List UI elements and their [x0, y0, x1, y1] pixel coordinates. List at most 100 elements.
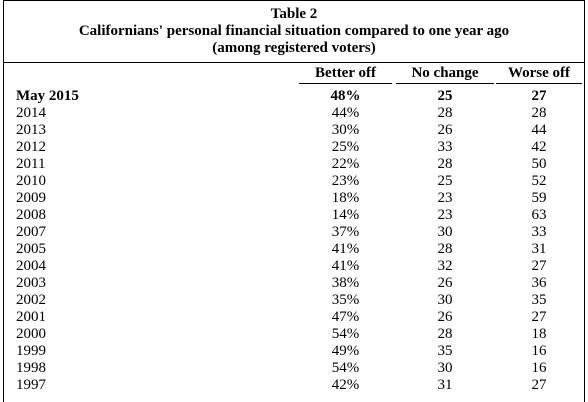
row-no-change-cell: 33	[437, 139, 453, 155]
row-year-cell: 2013	[16, 122, 46, 138]
table-row: 2010 23% 25 52	[4, 173, 584, 190]
row-better-off-cell: 25%	[331, 139, 360, 155]
row-year-cell: 2003	[16, 275, 46, 291]
row-better-off-cell: 42%	[331, 377, 360, 393]
row-worse-off-cell: 44	[531, 122, 547, 138]
row-no-change-cell: 31	[437, 377, 453, 393]
row-better-off-cell: 41%	[331, 241, 360, 257]
row-worse-off-cell: 33	[531, 224, 547, 240]
table-row: 1997 42% 31 27	[4, 377, 584, 394]
row-better-off-cell: 48%	[330, 88, 361, 104]
row-no-change-cell: 26	[437, 275, 453, 291]
row-worse-off-cell: 18	[531, 326, 547, 342]
row-no-change-cell: 30	[437, 360, 453, 376]
table-row: 2013 30% 26 44	[4, 122, 584, 139]
table-row: 2007 37% 30 33	[4, 224, 584, 241]
table-row: 1999 49% 35 16	[4, 343, 584, 360]
row-worse-off-cell: 27	[531, 309, 547, 325]
row-worse-off-cell: 16	[531, 360, 547, 376]
row-year-cell: 2001	[16, 309, 46, 325]
row-worse-off-cell: 42	[531, 139, 547, 155]
row-no-change-cell: 23	[437, 207, 453, 223]
table-row: 2011 22% 28 50	[4, 156, 584, 173]
table-title: Californians' personal financial situati…	[78, 23, 510, 39]
header-no-change: No change	[396, 63, 494, 84]
row-year-cell: 2010	[16, 173, 46, 189]
table-subtitle: (among registered voters)	[212, 40, 376, 56]
row-year-cell: 2011	[16, 156, 46, 172]
table-row: 2004 41% 32 27	[4, 258, 584, 275]
row-better-off-cell: 54%	[331, 360, 360, 376]
table-row: 2008 14% 23 63	[4, 207, 584, 224]
row-worse-off-cell: 28	[531, 105, 547, 121]
row-year-cell: 2004	[16, 258, 46, 274]
row-better-off-cell: 35%	[331, 292, 360, 308]
table-row: 2001 47% 26 27	[4, 309, 584, 326]
row-better-off-cell: 38%	[331, 275, 360, 291]
row-year-cell: 2008	[16, 207, 46, 223]
row-year-cell: 2014	[16, 105, 46, 121]
row-worse-off-cell: 27	[531, 258, 547, 274]
table-number: Table 2	[270, 6, 318, 22]
row-no-change-cell: 30	[437, 224, 453, 240]
row-worse-off-cell: 52	[531, 173, 547, 189]
header-better-off: Better off	[299, 63, 392, 84]
table-row: 2000 54% 28 18	[4, 326, 584, 343]
table-row: 2014 44% 28 28	[4, 105, 584, 122]
row-no-change-cell: 28	[437, 326, 453, 342]
row-better-off-cell: 22%	[331, 156, 360, 172]
table-row: May 2015 48% 25 27	[4, 88, 584, 105]
row-year-cell: 1998	[16, 360, 46, 376]
row-better-off-cell: 37%	[331, 224, 360, 240]
row-no-change-cell: 23	[437, 190, 453, 206]
table-header-row: Better off No change Worse off	[4, 63, 584, 84]
row-better-off-cell: 18%	[331, 190, 360, 206]
row-worse-off-cell: 36	[531, 275, 547, 291]
row-worse-off-cell: 16	[531, 343, 547, 359]
data-table: Table 2 Californians' personal financial…	[3, 0, 585, 402]
row-no-change-cell: 25	[437, 173, 453, 189]
row-better-off-cell: 47%	[331, 309, 360, 325]
row-better-off-cell: 30%	[331, 122, 360, 138]
row-no-change-cell: 26	[437, 309, 453, 325]
row-worse-off-cell: 35	[531, 292, 547, 308]
row-year-cell: 1997	[16, 377, 46, 393]
header-worse-off: Worse off	[496, 63, 582, 84]
row-better-off-cell: 49%	[331, 343, 360, 359]
row-year-cell: 2000	[16, 326, 46, 342]
row-better-off-cell: 54%	[331, 326, 360, 342]
row-better-off-cell: 44%	[331, 105, 360, 121]
row-no-change-cell: 25	[437, 88, 453, 104]
row-worse-off-cell: 50	[531, 156, 547, 172]
row-better-off-cell: 41%	[331, 258, 360, 274]
row-worse-off-cell: 63	[531, 207, 547, 223]
table-row: 2009 18% 23 59	[4, 190, 584, 207]
row-no-change-cell: 32	[437, 258, 453, 274]
row-year-cell: 1999	[16, 343, 46, 359]
row-year-cell: 2005	[16, 241, 46, 257]
table-body: May 2015 48% 25 27 2014 44% 28 28 2013 30% 26 44 201…	[4, 88, 584, 394]
table-row: 2005 41% 28 31	[4, 241, 584, 258]
table-row: 1998 54% 30 16	[4, 360, 584, 377]
table-title-block: Table 2 Californians' personal financial…	[4, 0, 584, 63]
row-no-change-cell: 28	[437, 156, 453, 172]
row-year-cell: May 2015	[16, 88, 79, 104]
row-year-cell: 2007	[16, 224, 46, 240]
row-no-change-cell: 28	[437, 105, 453, 121]
row-no-change-cell: 35	[437, 343, 453, 359]
row-worse-off-cell: 27	[531, 377, 547, 393]
row-worse-off-cell: 31	[531, 241, 547, 257]
row-worse-off-cell: 27	[531, 88, 547, 104]
table-row: 2003 38% 26 36	[4, 275, 584, 292]
row-no-change-cell: 26	[437, 122, 453, 138]
row-year-cell: 2009	[16, 190, 46, 206]
row-year-cell: 2012	[16, 139, 46, 155]
row-better-off-cell: 14%	[331, 207, 360, 223]
row-worse-off-cell: 59	[531, 190, 547, 206]
table-row: 2012 25% 33 42	[4, 139, 584, 156]
table-row: 2002 35% 30 35	[4, 292, 584, 309]
row-no-change-cell: 30	[437, 292, 453, 308]
row-year-cell: 2002	[16, 292, 46, 308]
row-no-change-cell: 28	[437, 241, 453, 257]
row-better-off-cell: 23%	[331, 173, 360, 189]
